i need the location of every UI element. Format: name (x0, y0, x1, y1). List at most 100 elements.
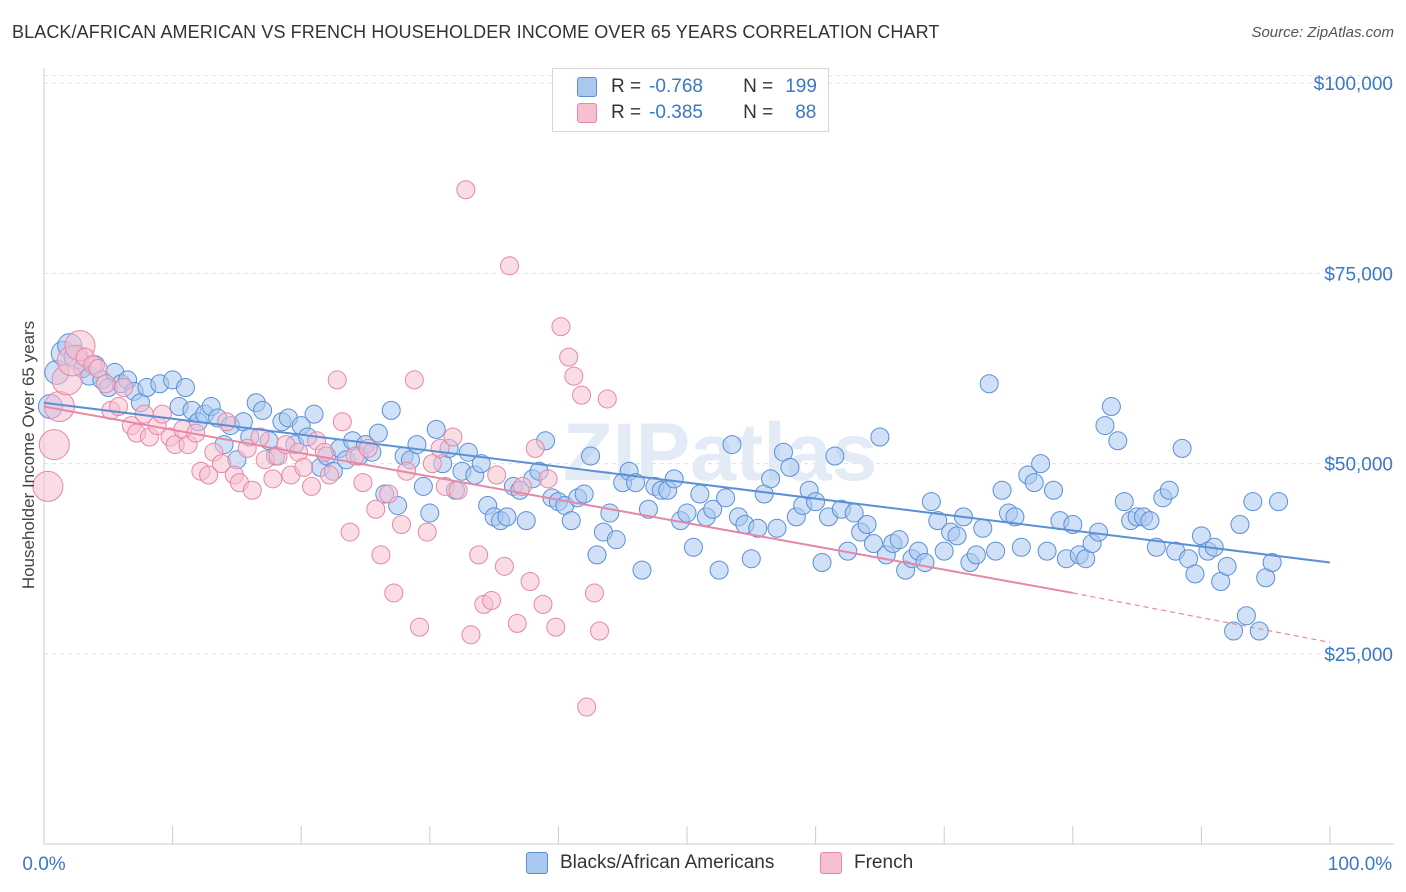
data-point-blacks (722, 435, 742, 455)
n-value: 88 (795, 102, 817, 123)
data-point-blacks (1224, 621, 1244, 641)
data-point-french (327, 370, 347, 390)
data-point-blacks (966, 545, 986, 565)
data-point-french (559, 347, 579, 367)
source-label: Source: ZipAtlas.com (1251, 24, 1394, 41)
y-tick-label: $75,000 (1324, 264, 1393, 285)
data-point-blacks (516, 511, 536, 531)
data-point-blacks (1140, 511, 1160, 531)
data-point-french (366, 499, 386, 519)
data-point-french (443, 427, 463, 447)
data-point-blacks (780, 457, 800, 477)
data-point-french (564, 366, 584, 386)
data-point-blacks (1031, 454, 1051, 474)
data-point-blacks (1236, 606, 1256, 626)
data-point-blacks (683, 537, 703, 557)
data-point-french (410, 617, 430, 637)
data-point-french (584, 583, 604, 603)
data-point-blacks (1146, 537, 1166, 557)
data-point-blacks (638, 499, 658, 519)
y-tick-label: $50,000 (1324, 455, 1393, 476)
legend-swatch-french (820, 852, 842, 874)
data-point-blacks (471, 454, 491, 474)
r-value: -0.768 (649, 76, 703, 97)
data-point-french (301, 476, 321, 496)
data-point-blacks (690, 484, 710, 504)
r-label: R = (611, 76, 642, 97)
data-point-blacks (561, 511, 581, 531)
data-point-blacks (1095, 416, 1115, 436)
data-point-french (242, 480, 262, 500)
data-point-blacks (761, 469, 781, 489)
data-point-french (199, 465, 219, 485)
legend-swatch-blacks (526, 852, 548, 874)
legend-item-blacks[interactable]: Blacks/African Americans (526, 852, 774, 874)
data-point-french (461, 625, 481, 645)
data-point-blacks (857, 514, 877, 534)
data-point-blacks (703, 499, 723, 519)
data-point-french (379, 484, 399, 504)
data-point-french (384, 583, 404, 603)
data-point-blacks (1108, 431, 1128, 451)
data-point-blacks (1262, 553, 1282, 573)
trend-line-blacks (43, 401, 1331, 564)
data-point-french (114, 378, 134, 398)
data-point-blacks (587, 545, 607, 565)
data-point-blacks (1243, 492, 1263, 512)
legend-swatch-french (577, 103, 597, 123)
chart-title: BLACK/AFRICAN AMERICAN VS FRENCH HOUSEHO… (12, 22, 940, 42)
data-point-french (469, 545, 489, 565)
trend-line-french (43, 405, 1073, 594)
data-point-blacks (426, 419, 446, 439)
n-label: N = (743, 76, 774, 97)
data-point-blacks (1159, 480, 1179, 500)
data-point-blacks (767, 518, 787, 538)
data-point-french (319, 465, 339, 485)
data-point-french (371, 545, 391, 565)
data-point-blacks (748, 518, 768, 538)
data-point-blacks (413, 476, 433, 496)
data-point-blacks (889, 530, 909, 550)
data-point-french (96, 374, 116, 394)
data-point-blacks (928, 511, 948, 531)
data-point-french (88, 359, 108, 379)
data-point-french (340, 522, 360, 542)
data-point-blacks (1217, 556, 1237, 576)
data-point-blacks (1101, 397, 1121, 417)
data-point-french (487, 465, 507, 485)
data-point-french (572, 385, 592, 405)
data-point-french (417, 522, 437, 542)
data-point-french (533, 594, 553, 614)
data-point-blacks (420, 503, 440, 523)
legend-swatch-blacks (577, 77, 597, 97)
data-point-blacks (664, 469, 684, 489)
data-point-blacks (863, 533, 883, 553)
data-point-blacks (973, 518, 993, 538)
data-point-blacks (921, 492, 941, 512)
y-tick-label: $100,000 (1314, 74, 1393, 95)
data-point-blacks (574, 484, 594, 504)
legend-item-french[interactable]: French (820, 852, 913, 874)
data-point-blacks (1114, 492, 1134, 512)
data-point-blacks (632, 560, 652, 580)
data-point-blacks (709, 560, 729, 580)
y-tick-label: $25,000 (1324, 645, 1393, 666)
data-point-blacks (934, 541, 954, 561)
data-point-french (392, 514, 412, 534)
data-point-blacks (677, 503, 697, 523)
data-point-blacks (600, 503, 620, 523)
data-point-french (482, 591, 502, 611)
series-legend: Blacks/African Americans French (0, 852, 1406, 878)
data-point-french (577, 697, 597, 717)
legend-label-french: French (854, 852, 914, 873)
n-label: N = (743, 102, 774, 123)
data-point-french (546, 617, 566, 637)
data-point-french (32, 470, 64, 502)
data-point-blacks (716, 488, 736, 508)
data-point-blacks (1044, 480, 1064, 500)
data-point-blacks (1269, 492, 1289, 512)
data-point-blacks (825, 446, 845, 466)
data-point-blacks (741, 549, 761, 569)
r-label: R = (611, 102, 642, 123)
